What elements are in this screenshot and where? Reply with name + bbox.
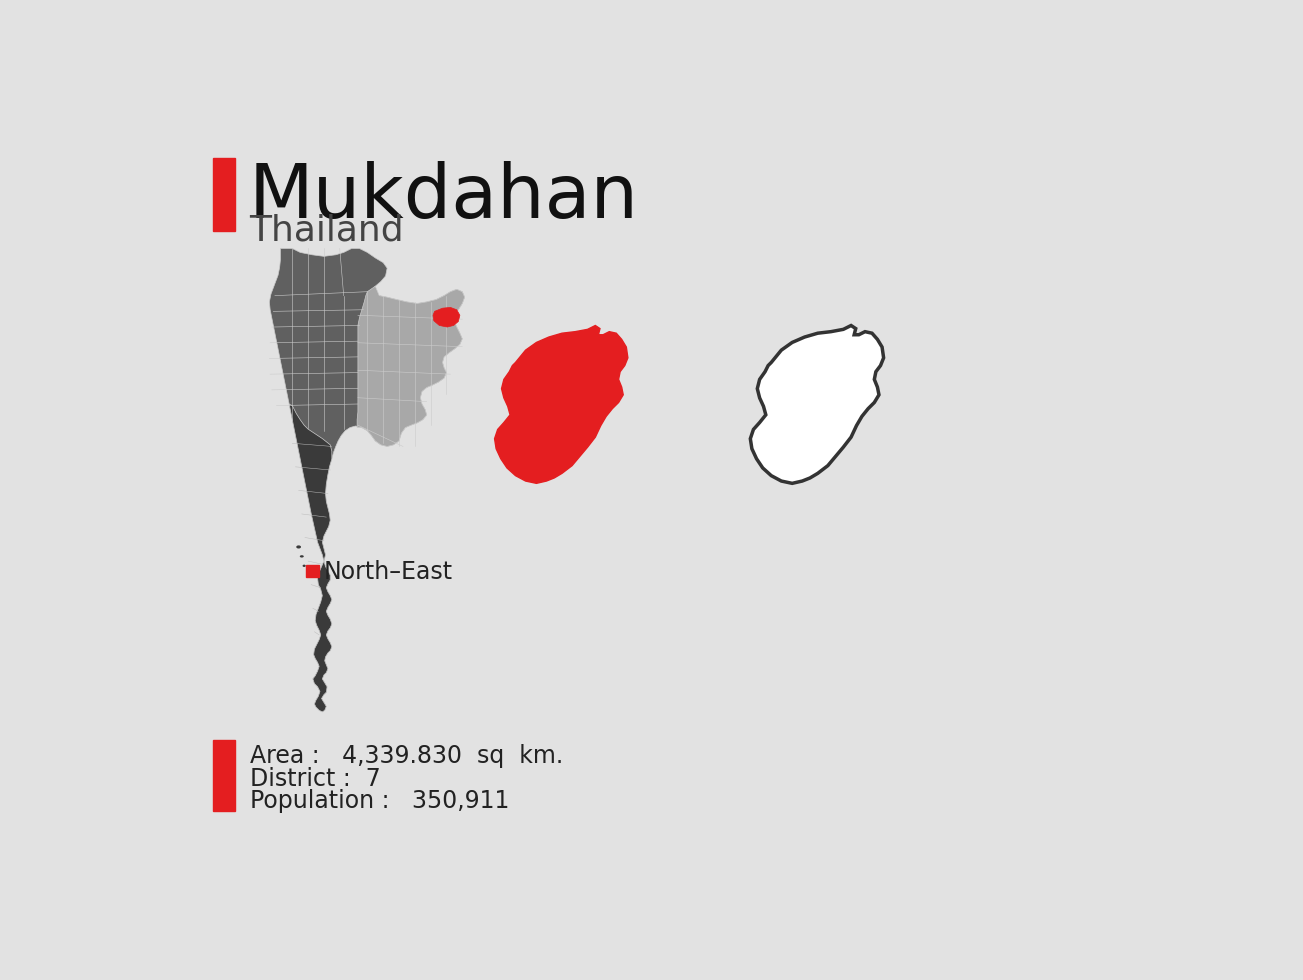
Text: Population :   350,911: Population : 350,911 bbox=[250, 789, 509, 813]
Polygon shape bbox=[433, 308, 460, 327]
Polygon shape bbox=[495, 325, 628, 483]
Ellipse shape bbox=[302, 564, 306, 567]
Bar bbox=[306, 564, 319, 577]
Polygon shape bbox=[357, 286, 465, 447]
Ellipse shape bbox=[296, 546, 301, 549]
Bar bbox=[214, 740, 235, 810]
Text: Thailand: Thailand bbox=[249, 213, 404, 247]
Text: Area :   4,339.830  sq  km.: Area : 4,339.830 sq km. bbox=[250, 745, 564, 768]
Polygon shape bbox=[270, 249, 465, 711]
Polygon shape bbox=[289, 404, 332, 711]
Text: North–East: North–East bbox=[323, 560, 452, 584]
Ellipse shape bbox=[300, 556, 304, 558]
Polygon shape bbox=[751, 325, 883, 483]
Text: District :  7: District : 7 bbox=[250, 766, 382, 791]
Text: Mukdahan: Mukdahan bbox=[249, 162, 638, 234]
Bar bbox=[214, 158, 235, 230]
